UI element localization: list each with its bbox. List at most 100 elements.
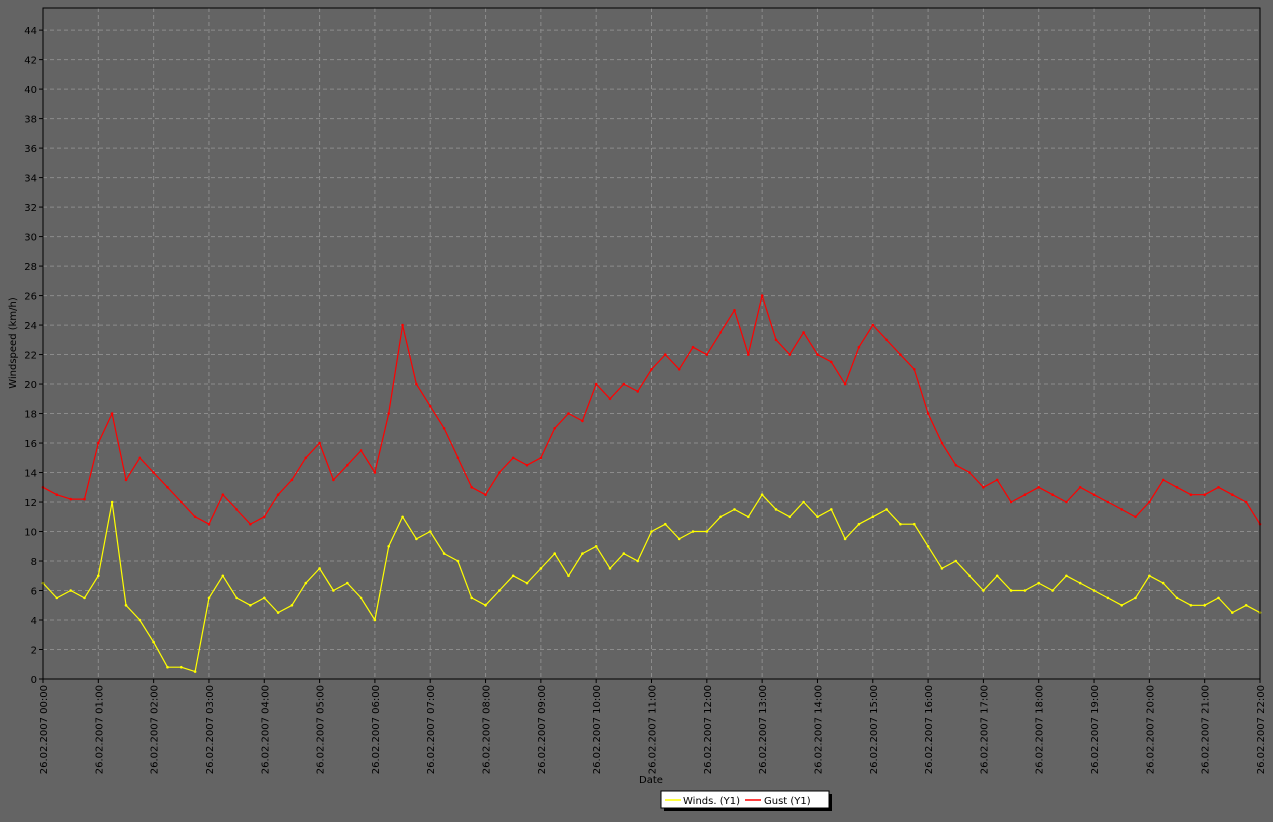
winds-point — [1023, 589, 1027, 592]
y-tick-label: 4 — [31, 616, 37, 627]
winds-point — [470, 596, 474, 600]
winds-point — [553, 552, 556, 555]
winds-point — [733, 508, 736, 511]
x-tick-label: 26.02.2007 07:00 — [426, 685, 437, 774]
winds-point — [650, 530, 653, 533]
gust-point — [498, 471, 501, 474]
gust-point — [830, 360, 833, 364]
legend-label-winds: Winds. (Y1) — [683, 796, 740, 807]
gust-point — [1231, 493, 1234, 497]
winds-point — [1161, 581, 1165, 585]
winds-point — [760, 493, 764, 497]
winds-point — [1037, 581, 1040, 585]
winds-point — [1175, 596, 1179, 600]
x-tick-label: 26.02.2007 20:00 — [1145, 685, 1156, 774]
gust-point — [207, 522, 211, 526]
gust-point — [650, 368, 653, 371]
winds-point — [926, 545, 930, 548]
y-tick-label: 12 — [24, 498, 37, 509]
gust-point — [553, 427, 556, 430]
winds-point — [1065, 574, 1068, 578]
gust-point — [1065, 500, 1068, 504]
y-tick-label: 38 — [24, 115, 37, 126]
gust-point — [249, 522, 252, 526]
winds-point — [318, 567, 321, 570]
gust-point — [470, 486, 474, 489]
winds-point — [83, 596, 86, 600]
gust-point — [733, 309, 736, 312]
x-tick-label: 26.02.2007 02:00 — [150, 685, 161, 774]
gust-point — [1148, 500, 1151, 504]
x-tick-label: 26.02.2007 01:00 — [94, 685, 105, 774]
gust-point — [871, 323, 875, 327]
x-tick-label: 26.02.2007 03:00 — [205, 685, 216, 774]
gust-point — [705, 353, 709, 356]
winds-point — [276, 611, 280, 614]
winds-point — [511, 574, 515, 578]
winds-point — [166, 665, 169, 669]
gust-point — [69, 497, 72, 501]
gust-point — [1203, 493, 1206, 497]
gust-point — [816, 353, 819, 356]
winds-point — [871, 515, 875, 519]
x-tick-label: 26.02.2007 19:00 — [1090, 685, 1101, 774]
gust-point — [180, 500, 183, 504]
y-tick-label: 42 — [24, 56, 37, 67]
gust-point — [747, 353, 750, 356]
winds-point — [498, 589, 501, 592]
x-axis-title: Date — [639, 775, 663, 786]
winds-point — [1009, 589, 1013, 592]
winds-point — [221, 574, 225, 578]
gust-point — [968, 471, 971, 474]
gust-point — [359, 449, 363, 452]
gust-point — [138, 456, 142, 460]
winds-point — [1148, 574, 1151, 578]
gust-point — [940, 441, 944, 445]
x-tick-label: 26.02.2007 15:00 — [869, 685, 880, 774]
winds-point — [55, 596, 59, 600]
winds-point — [1244, 604, 1248, 607]
winds-point — [525, 581, 529, 585]
winds-point — [152, 640, 155, 644]
y-tick-label: 6 — [31, 587, 37, 598]
gust-point — [166, 486, 169, 489]
winds-point — [954, 559, 958, 563]
x-tick-label: 26.02.2007 18:00 — [1035, 685, 1046, 774]
x-tick-label: 26.02.2007 21:00 — [1201, 685, 1212, 774]
y-tick-label: 26 — [24, 292, 37, 303]
y-tick-label: 28 — [24, 262, 37, 273]
winds-point — [484, 604, 487, 607]
gust-point — [1023, 493, 1027, 497]
winds-point — [193, 670, 197, 673]
gust-point — [802, 331, 805, 334]
gust-point — [899, 353, 902, 356]
winds-point — [401, 515, 404, 519]
winds-point — [636, 559, 639, 563]
y-tick-label: 16 — [24, 439, 37, 450]
winds-point — [1051, 589, 1054, 592]
winds-point — [677, 537, 681, 541]
y-tick-label: 24 — [24, 321, 37, 332]
gust-point — [664, 353, 667, 356]
gust-point — [954, 463, 958, 467]
winds-point — [442, 552, 446, 555]
winds-point — [249, 604, 252, 607]
winds-point — [1203, 604, 1206, 607]
gust-point — [885, 338, 888, 342]
gust-point — [290, 478, 294, 482]
winds-point — [138, 618, 142, 622]
y-tick-label: 0 — [31, 675, 37, 686]
series-gust — [41, 294, 1262, 526]
gust-point — [567, 412, 570, 415]
y-tick-label: 18 — [24, 410, 37, 421]
x-tick-label: 26.02.2007 05:00 — [316, 685, 327, 774]
gust-point — [581, 419, 584, 423]
gust-point — [1009, 500, 1013, 504]
y-tick-label: 32 — [24, 203, 37, 214]
gust-point — [1092, 493, 1096, 497]
x-tick-label: 26.02.2007 12:00 — [703, 685, 714, 774]
winds-point — [664, 522, 667, 526]
winds-point — [899, 522, 902, 526]
y-axis: 0246810121416182022242628303234363840424… — [24, 26, 43, 686]
gust-point — [539, 456, 543, 460]
